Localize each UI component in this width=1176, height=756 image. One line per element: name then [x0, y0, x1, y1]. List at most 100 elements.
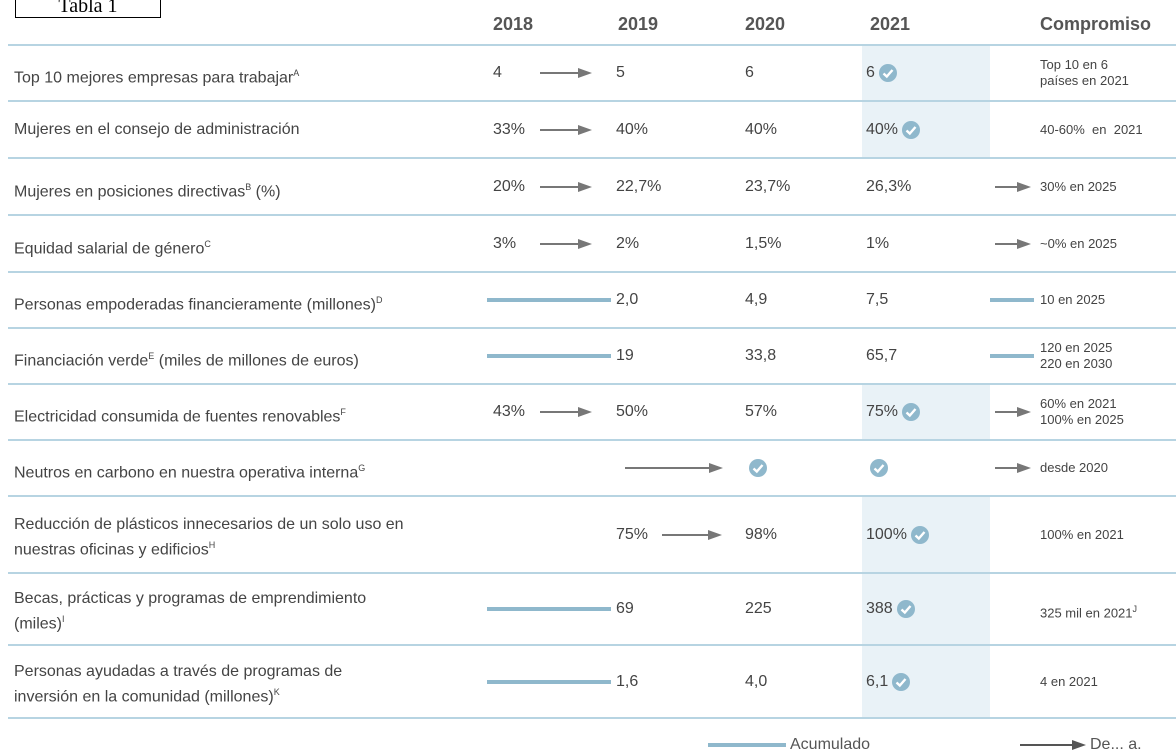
label-line: Equidad salarial de géneroC: [14, 234, 494, 259]
value-cell: 69: [616, 599, 634, 619]
arrow: [540, 407, 592, 417]
commitment-text: Top 10 en 6: [1040, 57, 1108, 72]
check-icon: [749, 459, 767, 477]
value-cell: 40%: [866, 120, 921, 140]
row-label: Personas ayudadas a través de programas …: [14, 662, 494, 707]
commitment: Top 10 en 6 países en 2021: [1040, 57, 1129, 89]
label-line: Mujeres en posiciones directivasB (%): [14, 177, 494, 202]
value: 2,0: [616, 291, 639, 308]
label-text: Becas, prácticas y programas de emprendi…: [14, 590, 367, 607]
value-cell: 5: [616, 63, 625, 83]
value: 19: [616, 347, 634, 364]
commitment: ~0% en 2025: [1040, 236, 1117, 252]
arrow: [995, 463, 1031, 473]
arrow: [662, 529, 722, 540]
footnote-mark: F: [340, 407, 346, 417]
row-rule: [8, 644, 1176, 646]
value: 100%: [866, 525, 907, 543]
label-text: Financiación verde: [14, 352, 149, 370]
commitment-text: desde 2020: [1040, 460, 1108, 475]
value-cell: 6: [745, 63, 754, 83]
value-cell: 57%: [745, 402, 777, 422]
value: 1%: [866, 234, 890, 252]
cumulative-bar: [487, 298, 611, 302]
commitment-line: 120 en 2025: [1040, 340, 1112, 356]
value-cell: 75%: [866, 402, 921, 422]
arrow: [540, 181, 592, 192]
value-cell: 2,0: [616, 290, 638, 310]
check-icon: [892, 672, 911, 691]
commitment: 40-60% en 2021: [1040, 122, 1143, 138]
value-cell: 40%: [616, 120, 648, 140]
commitment: 100% en 2021: [1040, 527, 1124, 543]
commitment: desde 2020: [1040, 460, 1108, 476]
check-icon: [878, 64, 897, 82]
value: 40%: [616, 120, 649, 138]
value: 6,1: [866, 672, 889, 690]
row-label: Neutros en carbono en nuestra operativa …: [14, 458, 494, 483]
value: 388: [866, 600, 893, 617]
commitment: 325 mil en 2021J: [1040, 601, 1137, 621]
row-label: Reducción de plásticos innecesarios de u…: [14, 515, 494, 560]
label-line: Personas ayudadas a través de programas …: [14, 662, 494, 682]
value: 22,7%: [616, 177, 662, 195]
footnote-mark: C: [204, 238, 211, 249]
row-label: Mujeres en el consejo de administración: [14, 120, 494, 140]
value: 6: [745, 64, 754, 81]
footnote-mark: B: [245, 181, 252, 192]
label-text: Neutros en carbono en nuestra operativa …: [14, 464, 359, 482]
arrow: [540, 68, 592, 78]
value: 75%: [616, 525, 649, 543]
commitment-line: países en 2021: [1040, 73, 1129, 89]
value: 69: [616, 600, 634, 617]
commitment-line: 4 en 2021: [1040, 674, 1098, 690]
check-icon: [870, 459, 888, 477]
label-line: Neutros en carbono en nuestra operativa …: [14, 458, 494, 483]
value-cell: 2%: [616, 234, 639, 254]
arrow: [1020, 740, 1086, 750]
commitment-line: 10 en 2025: [1040, 292, 1105, 308]
value: 65,7: [866, 347, 898, 364]
cumulative-bar: [990, 354, 1034, 358]
row-rule: [8, 327, 1176, 329]
value-cell: 388: [866, 599, 916, 619]
commitment-text: 60% en 2021: [1040, 396, 1117, 411]
commitment-text: ~0% en 2025: [1040, 235, 1117, 251]
check-icon: [902, 403, 921, 421]
value-cell: 6,1: [866, 672, 911, 692]
label-text: Equidad salarial de género: [14, 239, 205, 257]
value-cell: 22,7%: [616, 177, 661, 197]
label-text: inversión en la comunidad (millones): [14, 687, 274, 705]
value: 75%: [866, 403, 899, 420]
value-cell: 33%: [493, 120, 525, 140]
label-line: Becas, prácticas y programas de emprendi…: [14, 589, 494, 609]
value: 98%: [745, 525, 778, 543]
value-cell: 50%: [616, 402, 648, 422]
footnote-mark: I: [62, 614, 65, 624]
label-text: Top 10 mejores empresas para trabajar: [14, 69, 294, 87]
value: 4,0: [745, 672, 768, 690]
value: 20%: [493, 177, 526, 195]
row-label: Equidad salarial de géneroC: [14, 234, 494, 259]
commitment-text: 325 mil en 2021: [1040, 605, 1133, 621]
column-header: 2020: [745, 14, 786, 34]
label-line: inversión en la comunidad (millones)K: [14, 682, 494, 707]
cumulative-bar: [487, 354, 611, 358]
row-label: Financiación verdeE (miles de millones d…: [14, 346, 494, 371]
column-header: Compromiso: [1040, 14, 1152, 34]
row-rule: [8, 157, 1176, 159]
row-label: Becas, prácticas y programas de emprendi…: [14, 589, 494, 634]
value: 4,9: [745, 291, 768, 308]
value: 1,5%: [745, 234, 782, 252]
commitment-text: 30% en 2025: [1040, 178, 1117, 194]
commitment-text: 120 en 2025: [1040, 340, 1113, 355]
value-cell: 225: [745, 599, 772, 619]
value-cell: 6: [866, 63, 898, 83]
label-text: nuestras oficinas y edificios: [14, 540, 209, 558]
value-cell: 75%: [616, 525, 648, 545]
value-cell: 26,3%: [866, 177, 911, 197]
footnote-mark: D: [375, 295, 383, 305]
value-cell: 40%: [745, 120, 777, 140]
row-label: Personas empoderadas financieramente (mi…: [14, 290, 494, 315]
value: 33,8: [745, 347, 777, 364]
